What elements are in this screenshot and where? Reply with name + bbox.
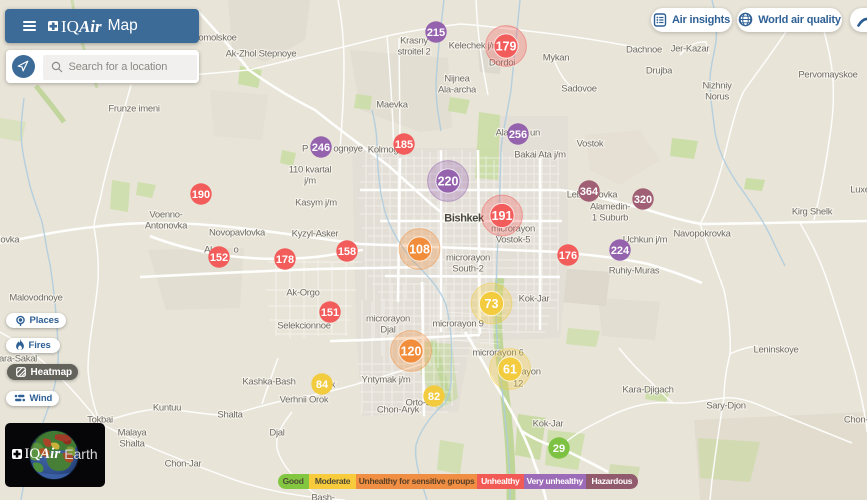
svg-text:Bash-: Bash- (311, 493, 334, 500)
svg-text:Nijnea: Nijnea (444, 74, 470, 85)
svg-text:Alamedin-: Alamedin- (590, 202, 630, 213)
svg-text:microrayon: microrayon (366, 314, 410, 325)
svg-text:Shalta: Shalta (217, 410, 243, 421)
svg-text:12: 12 (513, 379, 523, 390)
svg-text:215: 215 (427, 27, 445, 39)
svg-text:Malaya: Malaya (118, 428, 148, 439)
svg-text:South-2: South-2 (452, 264, 483, 275)
svg-text:Kok-Jar: Kok-Jar (533, 419, 564, 430)
svg-text:Ak-Orgo: Ak-Orgo (286, 288, 319, 299)
svg-text:1 Suburb: 1 Suburb (592, 213, 628, 224)
svg-text:Chon-: Chon- (844, 415, 867, 426)
svg-text:Kara-Djigach: Kara-Djigach (622, 385, 673, 396)
svg-text:Vostok: Vostok (577, 139, 604, 150)
svg-text:Kuntuu: Kuntuu (153, 403, 181, 414)
svg-text:Ak-Zhol Stepnoye: Ak-Zhol Stepnoye (226, 49, 297, 60)
svg-text:190: 190 (192, 189, 210, 201)
svg-text:Kirg Shelk: Kirg Shelk (792, 207, 833, 218)
svg-text:Djal: Djal (380, 325, 395, 336)
svg-text:185: 185 (395, 139, 413, 151)
svg-text:Kara-Sakal: Kara-Sakal (0, 354, 37, 365)
svg-text:Ala: Ala (496, 128, 510, 139)
svg-text:Ala-archa: Ala-archa (438, 85, 477, 96)
svg-text:Kok-Jar: Kok-Jar (519, 294, 550, 305)
svg-text:Novopavlovka: Novopavlovka (209, 228, 266, 239)
svg-text:84: 84 (316, 379, 329, 391)
svg-text:108: 108 (409, 243, 430, 257)
svg-text:61: 61 (503, 363, 517, 377)
svg-text:Maevka: Maevka (376, 100, 408, 111)
svg-text:178: 178 (276, 254, 294, 266)
svg-text:220: 220 (438, 175, 459, 189)
svg-text:Djal: Djal (269, 428, 284, 439)
svg-text:Kelechek j/m: Kelechek j/m (449, 41, 500, 52)
svg-text:Dachnoe: Dachnoe (626, 45, 662, 56)
svg-text:Shalta: Shalta (119, 439, 145, 450)
svg-text:Ruhiy-Muras: Ruhiy-Muras (609, 266, 660, 277)
svg-text:246: 246 (312, 142, 330, 154)
svg-text:Vostok-5: Vostok-5 (496, 235, 531, 246)
svg-text:Krasny: Krasny (400, 36, 428, 47)
svg-text:ayon: ayon (521, 367, 540, 378)
svg-text:320: 320 (634, 194, 652, 206)
svg-text:151: 151 (321, 307, 339, 319)
svg-text:179: 179 (496, 40, 517, 54)
svg-text:ye: ye (347, 144, 356, 155)
svg-text:microrayon 9: microrayon 9 (432, 319, 483, 330)
svg-text:Kolmog: Kolmog (368, 145, 398, 156)
svg-text:Kashka-Bash: Kashka-Bash (242, 377, 295, 388)
svg-text:Norus: Norus (705, 92, 729, 103)
svg-text:110 kvartal: 110 kvartal (289, 165, 332, 176)
svg-text:Chon-Aryk: Chon-Aryk (377, 405, 420, 416)
svg-text:73: 73 (485, 297, 499, 311)
svg-text:Yntymak j/m: Yntymak j/m (362, 375, 411, 386)
svg-text:Verhnii Orok: Verhnii Orok (280, 395, 329, 406)
svg-text:llovka: llovka (0, 235, 20, 246)
svg-text:Navopokrovka: Navopokrovka (673, 229, 731, 240)
svg-text:191: 191 (492, 209, 513, 223)
svg-text:Leninskoye: Leninskoye (753, 345, 798, 356)
svg-text:stroitel 2: stroitel 2 (398, 47, 431, 58)
svg-text:Kyzyl-Asker: Kyzyl-Asker (292, 229, 339, 240)
svg-text:Kasym j/m: Kasym j/m (295, 198, 337, 209)
svg-text:o: o (234, 245, 239, 256)
svg-text:Bishkek: Bishkek (444, 213, 485, 225)
svg-text:Pervomayskoe: Pervomayskoe (798, 70, 857, 81)
svg-text:176: 176 (559, 250, 577, 262)
svg-text:152: 152 (210, 252, 228, 264)
svg-text:29: 29 (553, 443, 565, 455)
svg-text:364: 364 (580, 186, 599, 198)
svg-text:microrayon 6: microrayon 6 (472, 348, 523, 359)
svg-text:ognoye: ognoye (333, 144, 362, 155)
svg-text:Antonovka: Antonovka (145, 221, 188, 232)
svg-text:Uchkun j/m: Uchkun j/m (623, 235, 668, 246)
svg-text:158: 158 (338, 246, 356, 258)
svg-text:Drujba: Drujba (646, 66, 673, 77)
svg-text:Selekcionnoe: Selekcionnoe (277, 321, 330, 332)
svg-text:Luxe: Luxe (850, 185, 867, 196)
svg-text:Malovodnoye: Malovodnoye (9, 293, 62, 304)
svg-text:Al: Al (204, 245, 212, 256)
svg-text:Bakai Ata j/m: Bakai Ata j/m (514, 150, 566, 161)
svg-text:Jer-Kazar: Jer-Kazar (671, 44, 710, 55)
svg-text:256: 256 (509, 129, 527, 141)
svg-text:Nizhniy: Nizhniy (702, 81, 732, 92)
svg-text:microrayon: microrayon (446, 253, 490, 264)
svg-text:P: P (302, 144, 308, 155)
svg-text:Chon-Jar: Chon-Jar (165, 459, 202, 470)
svg-text:224: 224 (611, 245, 630, 257)
svg-text:120: 120 (401, 345, 422, 359)
svg-text:Sary-Djon: Sary-Djon (706, 401, 746, 412)
svg-text:Mykan: Mykan (543, 53, 569, 64)
svg-text:Frunze imeni: Frunze imeni (108, 104, 159, 115)
svg-text:Voenno-: Voenno- (149, 210, 182, 221)
svg-text:Sadovoe: Sadovoe (561, 84, 596, 95)
svg-text:un: un (530, 128, 540, 139)
svg-text:j/m: j/m (303, 176, 316, 187)
svg-text:82: 82 (428, 391, 440, 403)
svg-text:k: k (331, 380, 336, 391)
